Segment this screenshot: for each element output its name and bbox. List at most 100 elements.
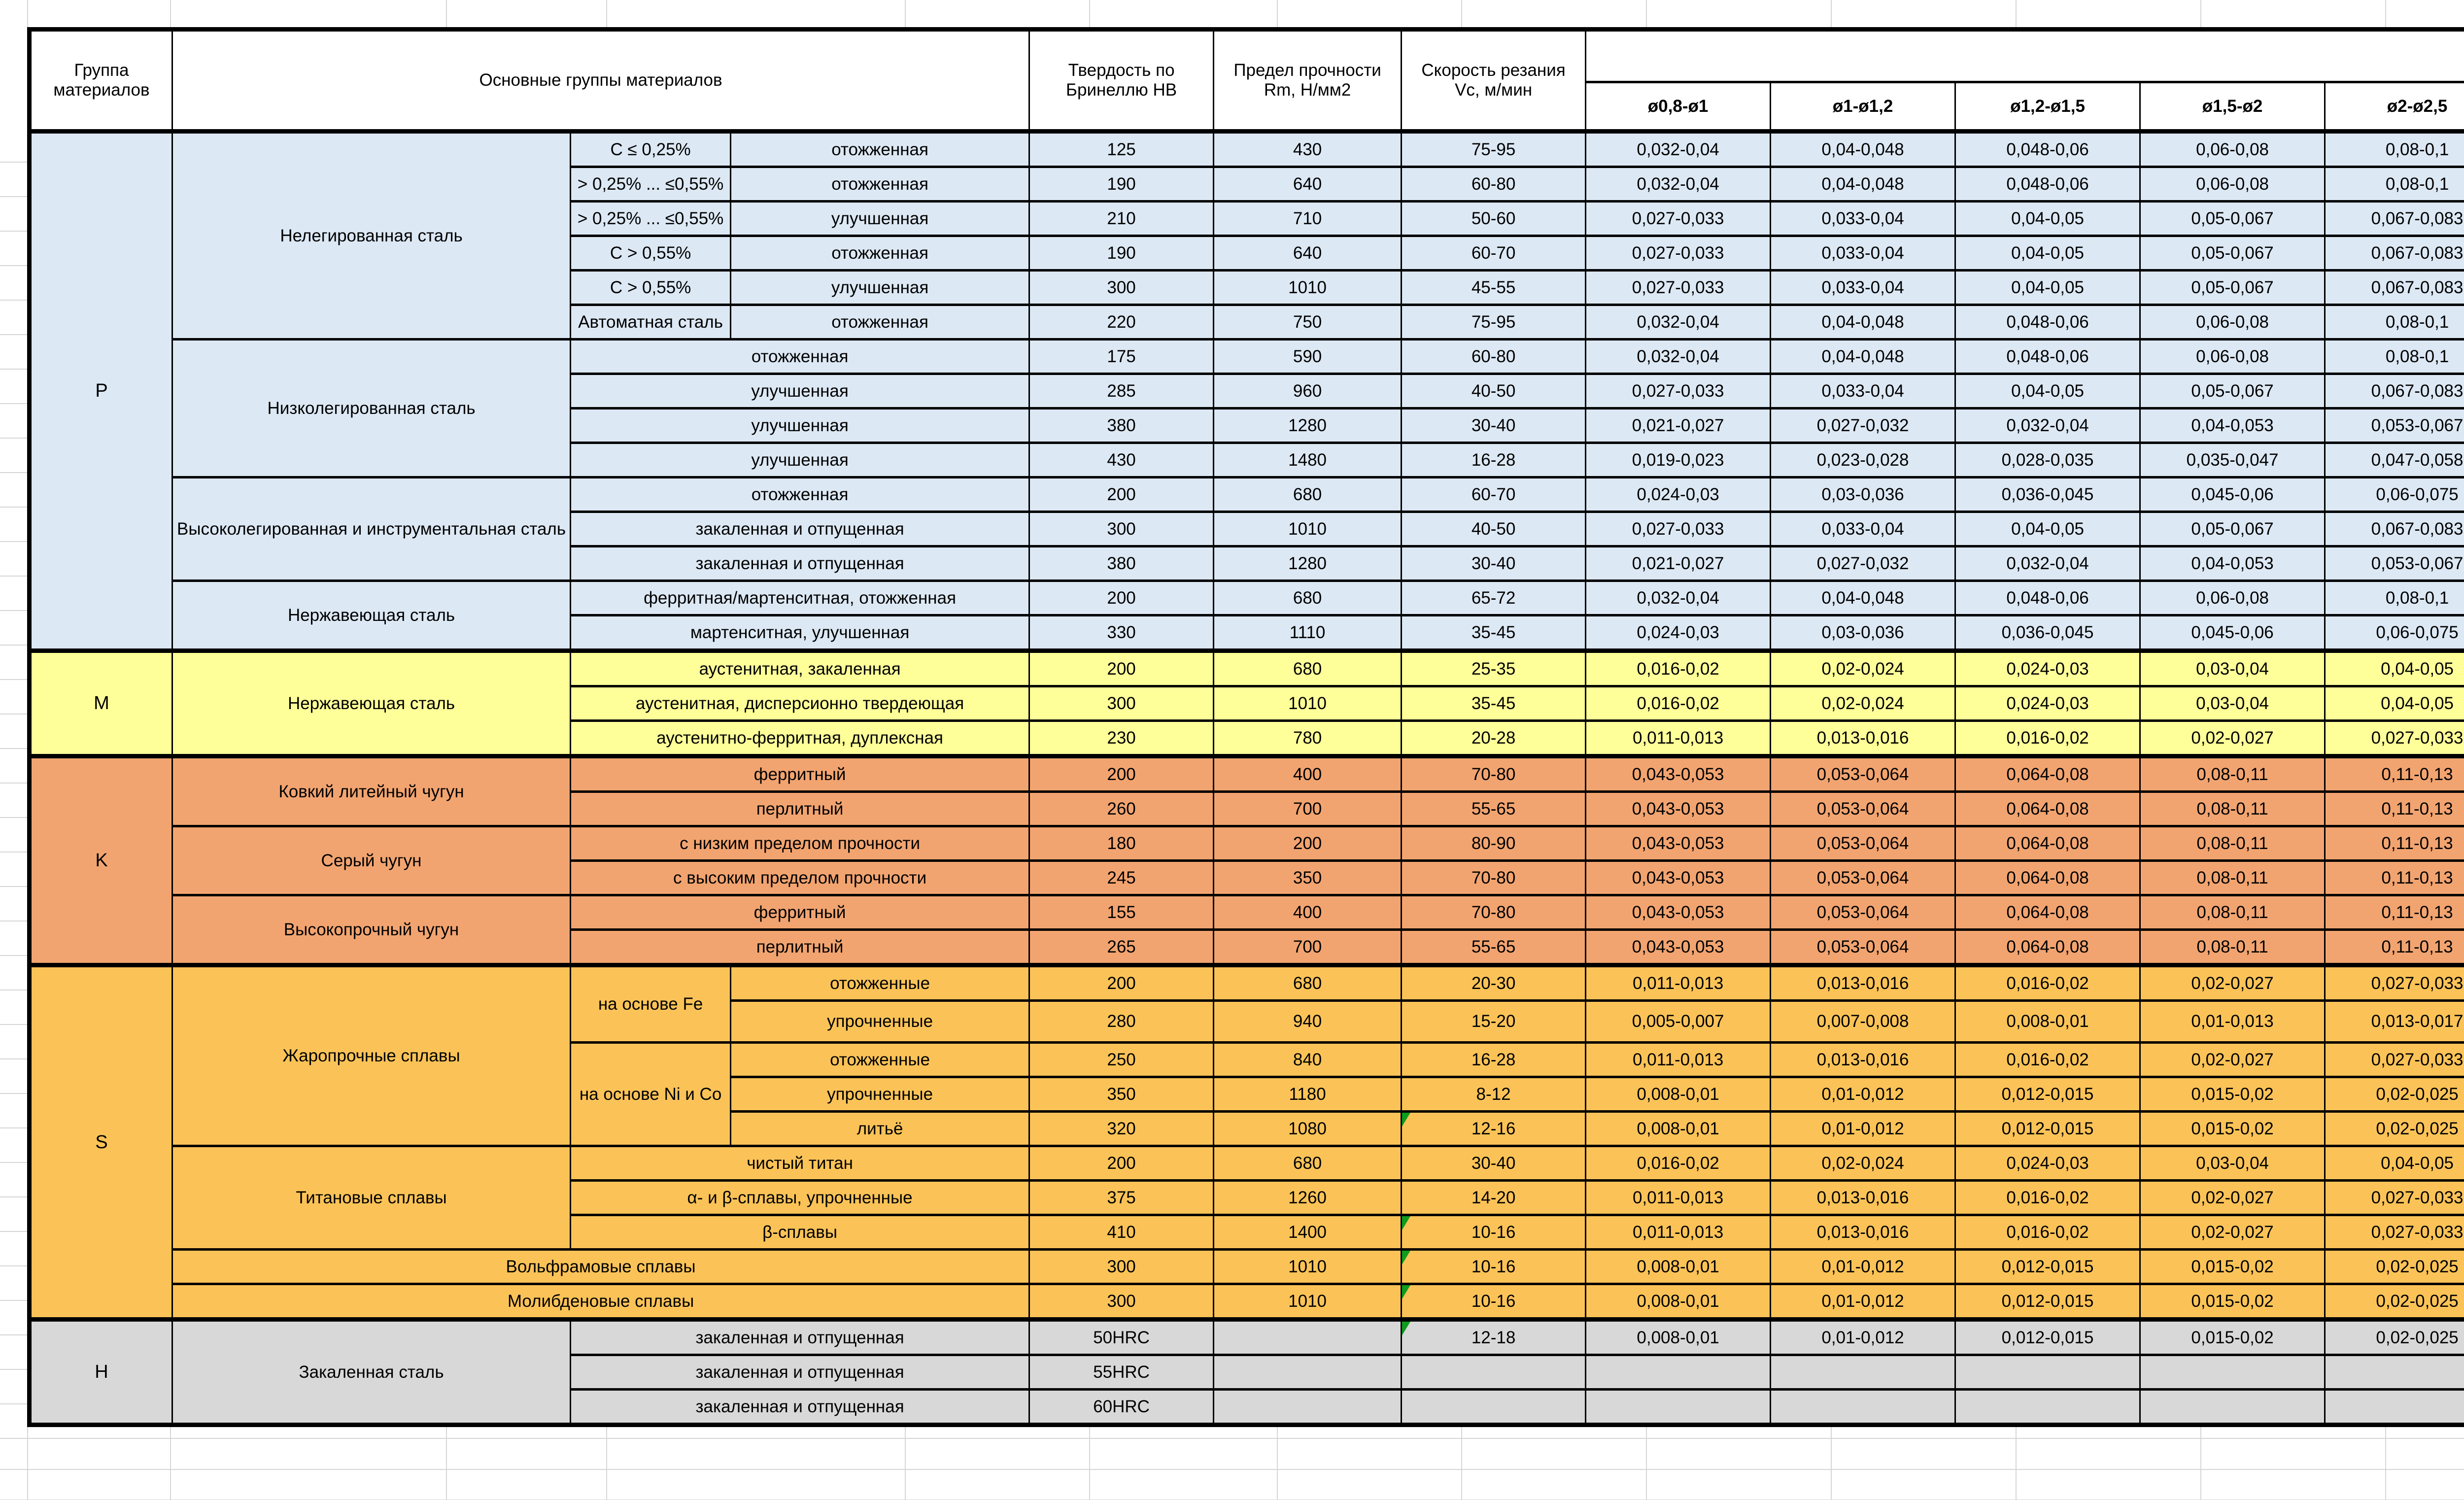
feed-cell[interactable]: 0,016-0,02: [1954, 1179, 2141, 1216]
rm-cell[interactable]: 1010: [1213, 511, 1403, 547]
feed-cell[interactable]: 0,05-0,067: [2139, 200, 2326, 237]
subgroup-cell[interactable]: Автоматная сталь: [570, 304, 732, 341]
feed-cell[interactable]: 0,06-0,075: [2324, 476, 2464, 513]
header-cutting-speed[interactable]: Скорость резания Vc, м/мин: [1401, 28, 1587, 133]
state-cell[interactable]: литьё: [730, 1110, 1030, 1147]
subgroup-cell[interactable]: C > 0,55%: [570, 235, 732, 272]
feed-cell[interactable]: 0,08-0,1: [2324, 580, 2464, 616]
state-cell[interactable]: отожженная: [570, 476, 1030, 513]
feed-cell[interactable]: 0,027-0,033: [2324, 1041, 2464, 1078]
feed-cell[interactable]: 0,027-0,032: [1770, 407, 1956, 444]
feed-cell[interactable]: 0,045-0,06: [2139, 476, 2326, 513]
hb-cell[interactable]: 250: [1028, 1041, 1215, 1078]
vc-cell[interactable]: 16-28: [1401, 442, 1587, 478]
feed-cell[interactable]: 0,024-0,03: [1954, 685, 2141, 722]
feed-cell[interactable]: 0,016-0,02: [1954, 719, 2141, 757]
feed-cell[interactable]: 0,01-0,013: [2139, 999, 2326, 1044]
header-diameter[interactable]: ø1-ø1,2: [1770, 81, 1956, 133]
rm-cell[interactable]: 1280: [1213, 407, 1403, 444]
family-cell[interactable]: Нержавеющая сталь: [171, 580, 572, 652]
subgroup-cell[interactable]: C > 0,55%: [570, 269, 732, 306]
feed-cell[interactable]: 0,011-0,013: [1585, 719, 1772, 757]
hb-cell[interactable]: 175: [1028, 338, 1215, 375]
feed-cell[interactable]: 0,013-0,016: [1770, 1041, 1956, 1078]
family-cell[interactable]: Вольфрамовые сплавы: [171, 1248, 1030, 1285]
header-material-group[interactable]: Группа материалов: [29, 28, 173, 133]
rm-cell[interactable]: 700: [1213, 928, 1403, 966]
feed-cell[interactable]: 0,005-0,007: [1585, 999, 1772, 1044]
feed-cell[interactable]: 0,043-0,053: [1585, 928, 1772, 966]
vc-cell[interactable]: 70-80: [1401, 859, 1587, 896]
feed-cell[interactable]: 0,067-0,083: [2324, 269, 2464, 306]
feed-cell[interactable]: 0,067-0,083: [2324, 373, 2464, 409]
rm-cell[interactable]: 700: [1213, 790, 1403, 827]
feed-cell[interactable]: 0,04-0,05: [1954, 373, 2141, 409]
state-cell[interactable]: улучшенная: [730, 200, 1030, 237]
vc-cell[interactable]: 10-16: [1401, 1248, 1587, 1285]
header-diameter[interactable]: ø0,8-ø1: [1585, 81, 1772, 133]
state-cell[interactable]: чистый титан: [570, 1145, 1030, 1182]
vc-cell[interactable]: 30-40: [1401, 1145, 1587, 1182]
feed-cell[interactable]: [1585, 1354, 1772, 1391]
hb-cell[interactable]: 330: [1028, 614, 1215, 652]
vc-cell[interactable]: 75-95: [1401, 304, 1587, 341]
vc-cell[interactable]: 60-70: [1401, 235, 1587, 272]
hb-cell[interactable]: 300: [1028, 1248, 1215, 1285]
feed-cell[interactable]: 0,008-0,01: [1585, 1283, 1772, 1321]
feed-cell[interactable]: 0,02-0,024: [1770, 685, 1956, 722]
hb-cell[interactable]: 245: [1028, 859, 1215, 896]
hb-cell[interactable]: 200: [1028, 580, 1215, 616]
feed-cell[interactable]: 0,06-0,08: [2139, 129, 2326, 168]
rm-cell[interactable]: 200: [1213, 825, 1403, 862]
feed-cell[interactable]: 0,027-0,033: [2324, 963, 2464, 1002]
feed-cell[interactable]: 0,036-0,045: [1954, 614, 2141, 652]
hb-cell[interactable]: 260: [1028, 790, 1215, 827]
hb-cell[interactable]: 380: [1028, 545, 1215, 582]
feed-cell[interactable]: 0,032-0,04: [1585, 580, 1772, 616]
hb-cell[interactable]: 200: [1028, 963, 1215, 1002]
feed-cell[interactable]: 0,012-0,015: [1954, 1317, 2141, 1356]
vc-cell[interactable]: 25-35: [1401, 648, 1587, 687]
feed-cell[interactable]: 0,04-0,048: [1770, 580, 1956, 616]
feed-cell[interactable]: 0,043-0,053: [1585, 825, 1772, 862]
feed-cell[interactable]: 0,04-0,05: [1954, 200, 2141, 237]
feed-cell[interactable]: 0,05-0,067: [2139, 269, 2326, 306]
state-cell[interactable]: аустенитно-ферритная, дуплексная: [570, 719, 1030, 757]
group-cell[interactable]: K: [29, 754, 173, 966]
rm-cell[interactable]: 940: [1213, 999, 1403, 1044]
vc-cell[interactable]: 12-18: [1401, 1317, 1587, 1356]
feed-cell[interactable]: 0,035-0,047: [2139, 442, 2326, 478]
feed-cell[interactable]: 0,012-0,015: [1954, 1248, 2141, 1285]
rm-cell[interactable]: 680: [1213, 476, 1403, 513]
feed-cell[interactable]: 0,027-0,033: [1585, 269, 1772, 306]
hb-cell[interactable]: 155: [1028, 894, 1215, 931]
feed-cell[interactable]: 0,011-0,013: [1585, 1214, 1772, 1251]
feed-cell[interactable]: 0,11-0,13: [2324, 754, 2464, 793]
state-cell[interactable]: закаленная и отпущенная: [570, 511, 1030, 547]
feed-cell[interactable]: 0,08-0,11: [2139, 894, 2326, 931]
state-cell[interactable]: с высоким пределом прочности: [570, 859, 1030, 896]
feed-cell[interactable]: 0,013-0,017: [2324, 999, 2464, 1044]
vc-cell[interactable]: 30-40: [1401, 407, 1587, 444]
rm-cell[interactable]: 400: [1213, 754, 1403, 793]
feed-cell[interactable]: 0,048-0,06: [1954, 129, 2141, 168]
rm-cell[interactable]: [1213, 1388, 1403, 1426]
feed-cell[interactable]: 0,067-0,083: [2324, 235, 2464, 272]
feed-cell[interactable]: 0,011-0,013: [1585, 1041, 1772, 1078]
subgroup-cell[interactable]: > 0,25% ... ≤0,55%: [570, 200, 732, 237]
feed-cell[interactable]: 0,064-0,08: [1954, 790, 2141, 827]
rm-cell[interactable]: 350: [1213, 859, 1403, 896]
feed-cell[interactable]: [1954, 1388, 2141, 1426]
feed-cell[interactable]: 0,033-0,04: [1770, 200, 1956, 237]
state-cell[interactable]: улучшенная: [570, 442, 1030, 478]
feed-cell[interactable]: 0,01-0,012: [1770, 1110, 1956, 1147]
state-cell[interactable]: упрочненные: [730, 1076, 1030, 1113]
feed-cell[interactable]: 0,043-0,053: [1585, 894, 1772, 931]
feed-cell[interactable]: 0,048-0,06: [1954, 338, 2141, 375]
feed-cell[interactable]: 0,067-0,083: [2324, 200, 2464, 237]
vc-cell[interactable]: 30-40: [1401, 545, 1587, 582]
family-cell[interactable]: Титановые сплавы: [171, 1145, 572, 1251]
feed-cell[interactable]: 0,032-0,04: [1585, 304, 1772, 341]
vc-cell[interactable]: 20-30: [1401, 963, 1587, 1002]
feed-cell[interactable]: 0,048-0,06: [1954, 166, 2141, 203]
